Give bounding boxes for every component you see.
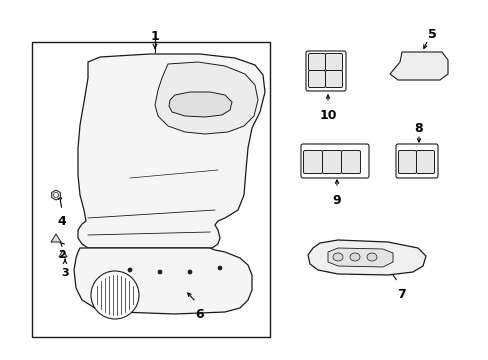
FancyBboxPatch shape (322, 150, 341, 174)
FancyBboxPatch shape (398, 150, 416, 174)
Circle shape (91, 271, 139, 319)
Ellipse shape (349, 253, 359, 261)
Text: 6: 6 (195, 308, 204, 321)
Polygon shape (169, 92, 231, 117)
Text: 8: 8 (414, 122, 423, 135)
Polygon shape (78, 54, 264, 248)
Text: 4: 4 (58, 215, 66, 228)
Circle shape (158, 270, 162, 274)
Text: 10: 10 (319, 109, 336, 122)
Text: 9: 9 (332, 194, 341, 207)
Polygon shape (74, 248, 251, 314)
Text: 7: 7 (397, 288, 406, 301)
Polygon shape (389, 52, 447, 80)
FancyBboxPatch shape (341, 150, 360, 174)
Circle shape (53, 193, 59, 198)
Text: 5: 5 (427, 27, 435, 40)
FancyBboxPatch shape (308, 54, 325, 71)
FancyBboxPatch shape (325, 71, 342, 87)
Bar (32, 42, 269, 337)
Polygon shape (155, 62, 258, 134)
Ellipse shape (332, 253, 342, 261)
Polygon shape (51, 234, 61, 242)
Ellipse shape (366, 253, 376, 261)
Text: 2: 2 (58, 250, 66, 260)
Circle shape (128, 268, 132, 272)
Circle shape (218, 266, 222, 270)
Polygon shape (59, 250, 67, 257)
Text: 1: 1 (150, 30, 159, 42)
FancyBboxPatch shape (416, 150, 434, 174)
FancyBboxPatch shape (303, 150, 322, 174)
Polygon shape (307, 240, 425, 275)
FancyBboxPatch shape (325, 54, 342, 71)
Text: 3: 3 (61, 268, 69, 278)
Polygon shape (327, 248, 392, 267)
FancyBboxPatch shape (308, 71, 325, 87)
Circle shape (187, 270, 192, 274)
